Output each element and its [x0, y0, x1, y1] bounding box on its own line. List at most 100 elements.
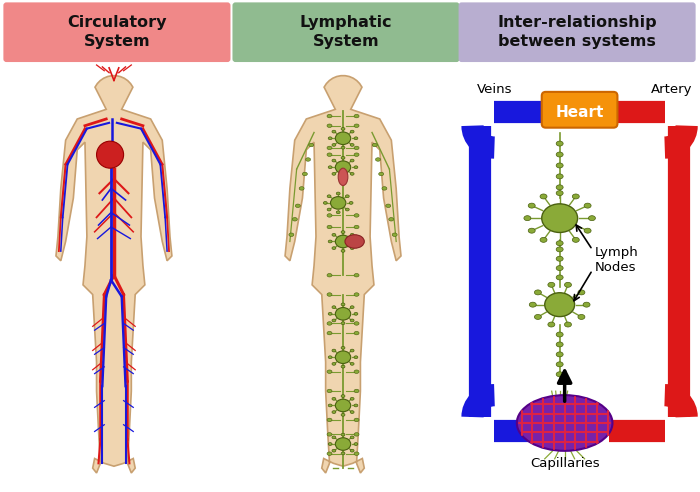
Ellipse shape: [354, 146, 359, 150]
Ellipse shape: [354, 293, 359, 296]
Ellipse shape: [382, 186, 387, 190]
Ellipse shape: [564, 282, 571, 287]
Ellipse shape: [328, 137, 332, 140]
Ellipse shape: [354, 214, 359, 217]
Ellipse shape: [354, 356, 358, 359]
Ellipse shape: [545, 293, 575, 316]
Ellipse shape: [350, 159, 354, 162]
Ellipse shape: [295, 204, 300, 208]
Ellipse shape: [336, 211, 340, 214]
Ellipse shape: [341, 452, 345, 455]
Text: Lymph
Nodes: Lymph Nodes: [594, 246, 638, 274]
Ellipse shape: [556, 163, 564, 168]
Ellipse shape: [327, 214, 332, 217]
Ellipse shape: [556, 152, 564, 157]
Ellipse shape: [332, 411, 336, 413]
Ellipse shape: [338, 168, 348, 185]
Ellipse shape: [354, 124, 359, 127]
Ellipse shape: [556, 352, 564, 357]
Ellipse shape: [350, 411, 354, 413]
Ellipse shape: [379, 172, 384, 176]
Ellipse shape: [350, 436, 354, 439]
Ellipse shape: [335, 235, 351, 248]
Ellipse shape: [327, 146, 332, 150]
Ellipse shape: [328, 166, 332, 169]
Ellipse shape: [345, 195, 349, 198]
Ellipse shape: [341, 175, 345, 178]
Ellipse shape: [354, 166, 358, 169]
Ellipse shape: [332, 363, 336, 365]
Ellipse shape: [548, 322, 555, 327]
Ellipse shape: [564, 322, 571, 327]
Ellipse shape: [97, 141, 124, 168]
Ellipse shape: [345, 235, 364, 248]
Ellipse shape: [542, 204, 578, 233]
Ellipse shape: [556, 362, 564, 367]
Ellipse shape: [327, 322, 332, 325]
FancyBboxPatch shape: [542, 92, 617, 127]
Ellipse shape: [332, 319, 336, 322]
Ellipse shape: [584, 228, 591, 233]
Ellipse shape: [350, 319, 354, 322]
Ellipse shape: [335, 132, 351, 145]
Ellipse shape: [335, 351, 351, 364]
Ellipse shape: [583, 302, 590, 307]
Ellipse shape: [578, 290, 585, 295]
Ellipse shape: [309, 143, 314, 147]
Ellipse shape: [354, 274, 359, 277]
Ellipse shape: [556, 342, 564, 347]
Ellipse shape: [573, 237, 580, 243]
Ellipse shape: [332, 173, 336, 175]
Ellipse shape: [328, 312, 332, 315]
Text: Circulatory
System: Circulatory System: [67, 15, 167, 49]
Ellipse shape: [350, 233, 354, 236]
Ellipse shape: [327, 124, 332, 127]
Ellipse shape: [327, 332, 332, 335]
Ellipse shape: [327, 195, 331, 198]
Text: Artery: Artery: [651, 83, 692, 96]
Ellipse shape: [341, 395, 345, 398]
Ellipse shape: [556, 256, 564, 261]
Ellipse shape: [328, 443, 332, 445]
Ellipse shape: [302, 172, 307, 176]
FancyBboxPatch shape: [4, 2, 230, 62]
Ellipse shape: [354, 432, 359, 436]
Ellipse shape: [341, 127, 345, 130]
Ellipse shape: [528, 203, 536, 208]
Polygon shape: [285, 76, 401, 473]
Ellipse shape: [341, 231, 345, 234]
Ellipse shape: [341, 413, 345, 416]
Ellipse shape: [327, 432, 332, 436]
Ellipse shape: [341, 322, 345, 325]
Ellipse shape: [354, 312, 358, 315]
Ellipse shape: [534, 290, 541, 295]
Ellipse shape: [332, 144, 336, 146]
Ellipse shape: [350, 349, 354, 352]
Ellipse shape: [332, 306, 336, 308]
Ellipse shape: [332, 449, 336, 452]
Ellipse shape: [306, 158, 311, 161]
Ellipse shape: [336, 192, 340, 195]
Text: Inter-relationship
between systems: Inter-relationship between systems: [497, 15, 657, 49]
Polygon shape: [56, 76, 172, 473]
Ellipse shape: [556, 241, 564, 246]
Ellipse shape: [341, 249, 345, 252]
Ellipse shape: [293, 217, 297, 221]
Ellipse shape: [328, 356, 332, 359]
Ellipse shape: [392, 233, 397, 237]
Ellipse shape: [335, 161, 351, 174]
Ellipse shape: [548, 282, 555, 287]
Ellipse shape: [350, 306, 354, 308]
Ellipse shape: [354, 389, 359, 393]
Ellipse shape: [528, 228, 536, 233]
Ellipse shape: [332, 398, 336, 400]
Ellipse shape: [573, 194, 580, 199]
Ellipse shape: [354, 404, 358, 407]
Ellipse shape: [354, 370, 359, 373]
Ellipse shape: [584, 203, 591, 208]
Ellipse shape: [341, 303, 345, 306]
Ellipse shape: [372, 143, 377, 147]
Ellipse shape: [354, 137, 358, 140]
Ellipse shape: [556, 372, 564, 377]
Text: Capillaries: Capillaries: [530, 457, 599, 470]
